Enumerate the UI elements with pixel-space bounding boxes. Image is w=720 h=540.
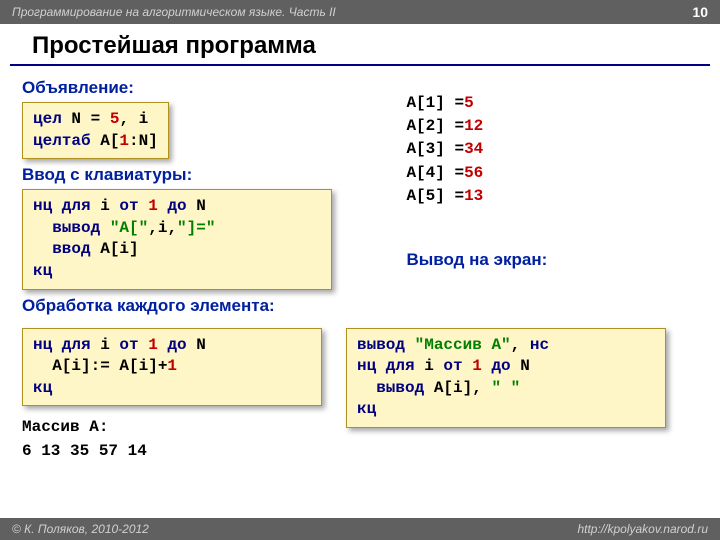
slide-title: Простейшая программа (10, 24, 710, 66)
page-number: 10 (692, 4, 708, 20)
code-output: вывод "Массив A", нс нц для i от 1 до N … (346, 328, 666, 428)
right-column: A[1] =5 A[2] =12 A[3] =34 A[4] =56 A[5] … (406, 72, 696, 274)
header-bar: Программирование на алгоритмическом язык… (0, 0, 720, 24)
result-output: Массив A: 6 13 35 57 14 (22, 416, 322, 462)
left-column: Объявление: цел N = 5, i целтаб A[1:N] В… (22, 72, 392, 320)
code-input: нц для i от 1 до N вывод "A[",i,"]=" вво… (22, 189, 332, 289)
bottom-row: нц для i от 1 до N A[i]:= A[i]+1 кц Масс… (22, 328, 698, 463)
code-process: нц для i от 1 до N A[i]:= A[i]+1 кц (22, 328, 322, 407)
footer-url: http://kpolyakov.narod.ru (577, 522, 708, 536)
run-output: A[1] =5 A[2] =12 A[3] =34 A[4] =56 A[5] … (406, 92, 696, 208)
footer-bar: © К. Поляков, 2010-2012 http://kpolyakov… (0, 518, 720, 540)
label-process: Обработка каждого элемента: (22, 296, 392, 316)
label-declaration: Объявление: (22, 78, 392, 98)
content-area: Объявление: цел N = 5, i целтаб A[1:N] В… (0, 72, 720, 463)
label-output: Вывод на экран: (406, 250, 696, 270)
course-title: Программирование на алгоритмическом язык… (12, 5, 336, 19)
label-input: Ввод с клавиатуры: (22, 165, 392, 185)
code-declaration: цел N = 5, i целтаб A[1:N] (22, 102, 169, 159)
footer-copyright: © К. Поляков, 2010-2012 (12, 522, 149, 536)
